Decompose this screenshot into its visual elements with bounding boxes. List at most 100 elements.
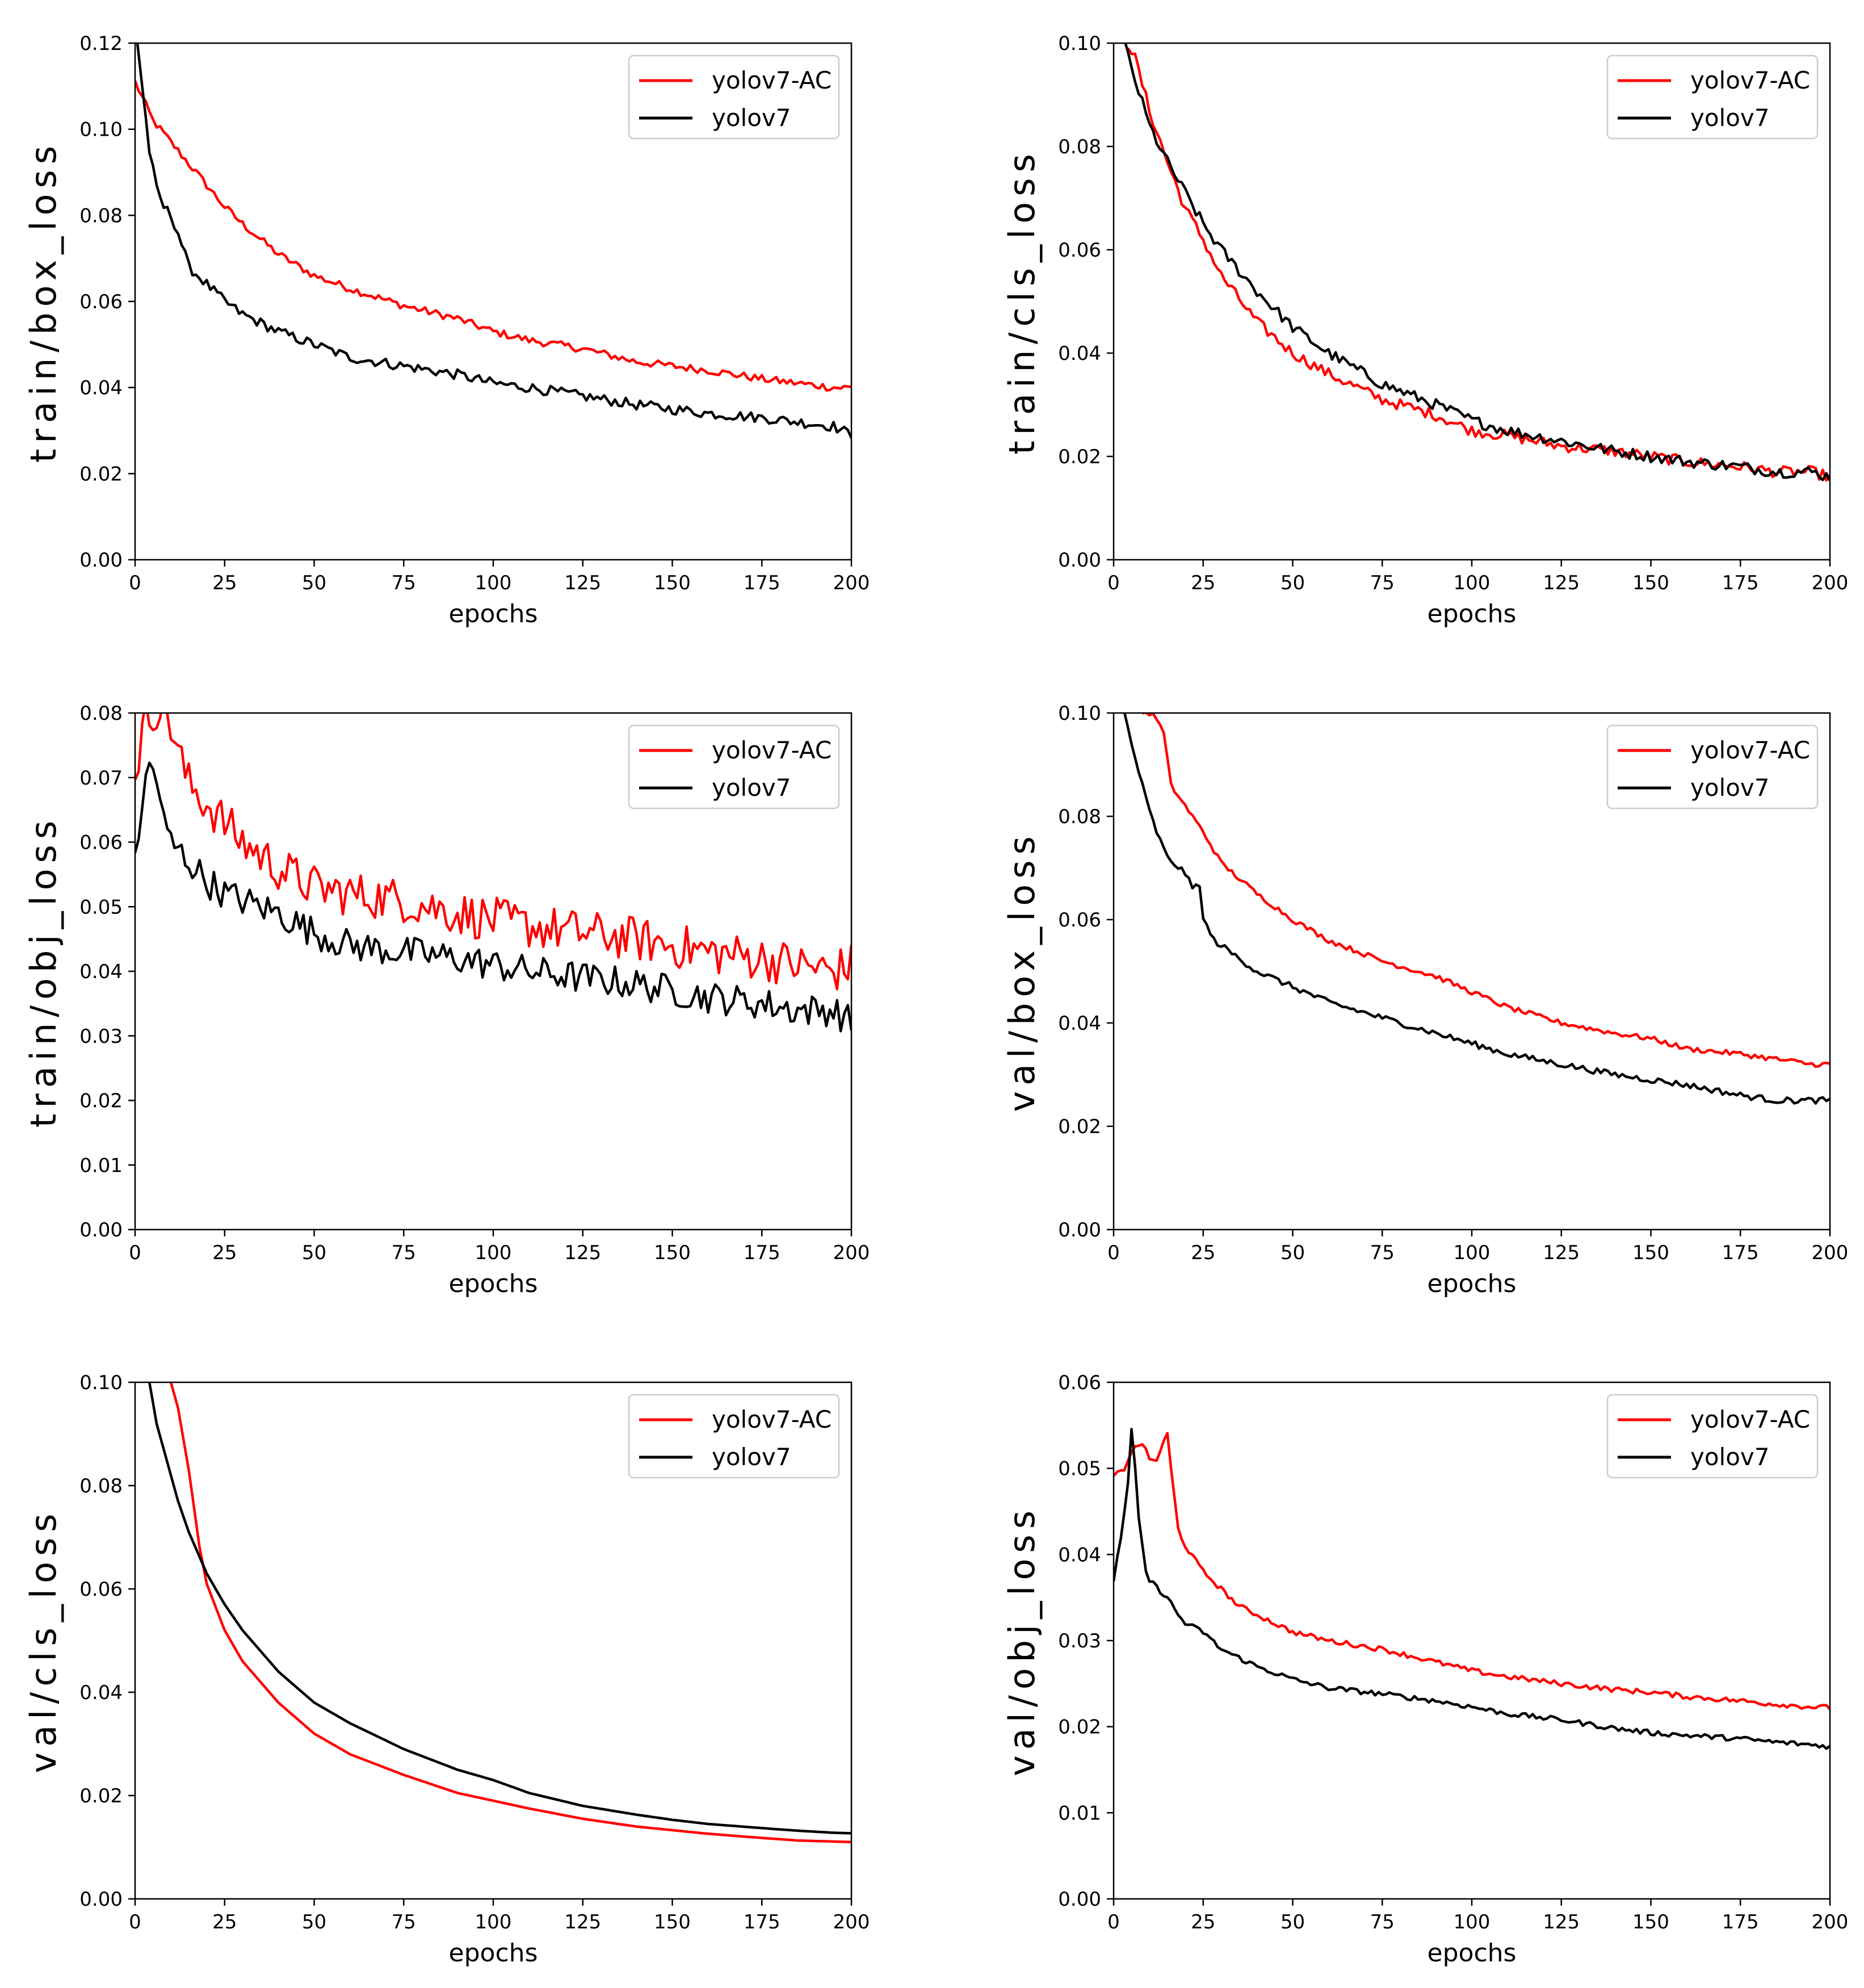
chart-train-cls-loss: 0 25 50 75 100 125 150 175 200 0.00 0.02 0.04 0.06 0.… [1001, 32, 1848, 628]
series-line-yolov7-ac [135, 713, 851, 991]
x-tick-label: 50 [302, 1242, 326, 1264]
chart-train-obj-loss: 0 25 50 75 100 125 150 175 200 0.00 0.01 0.02 0.03 0.… [23, 702, 870, 1298]
x-tick-label: 50 [302, 1911, 326, 1934]
y-tick-label: 0.12 [79, 32, 123, 55]
series-line-yolov7-ac [169, 1382, 851, 1844]
y-tick-label: 0.06 [79, 1578, 123, 1601]
y-tick-label: 0.08 [79, 1475, 123, 1498]
y-tick-label: 0.03 [79, 1025, 123, 1048]
y-axis-label: val/box_loss [1001, 831, 1043, 1112]
legend-label-yolov7: yolov7 [1690, 774, 1770, 802]
series-line-yolov7 [135, 761, 851, 1033]
legend-label-yolov7: yolov7 [712, 104, 791, 132]
x-tick-label: 125 [564, 1242, 601, 1264]
x-tick-label: 175 [1722, 572, 1759, 594]
x-tick-label: 75 [392, 572, 416, 594]
chart-val-obj-loss: 0 25 50 75 100 125 150 175 200 0.00 0.01 0.02 0.03 0.… [1001, 1372, 1848, 1968]
x-tick-label: 75 [392, 1242, 416, 1264]
legend: yolov7-AC yolov7 [628, 1394, 840, 1479]
x-tick-label: 25 [212, 1911, 237, 1934]
x-tick-label: 125 [564, 1911, 601, 1934]
legend-label-yolov7-ac: yolov7-AC [1690, 1406, 1810, 1433]
x-tick-label: 100 [1454, 1242, 1491, 1264]
chart-val-box-loss: 0 25 50 75 100 125 150 175 200 0.00 0.02 0.04 0.06 0.… [1001, 702, 1848, 1298]
legend-label-yolov7: yolov7 [1690, 104, 1770, 132]
legend-label-yolov7-ac: yolov7-AC [1690, 736, 1810, 764]
x-tick-label: 125 [564, 572, 601, 594]
legend: yolov7-AC yolov7 [628, 54, 840, 140]
x-tick-label: 200 [833, 1911, 870, 1934]
series-line-yolov7 [148, 1382, 851, 1835]
y-tick-label: 0.01 [79, 1154, 123, 1177]
x-tick-label: 0 [129, 1911, 141, 1934]
x-tick-label: 0 [1107, 1911, 1120, 1934]
x-axis-label: epochs [1428, 599, 1517, 628]
series-line-yolov7 [1114, 1428, 1830, 1750]
x-tick-label: 200 [1812, 572, 1849, 594]
y-tick-label: 0.05 [1058, 1458, 1101, 1480]
x-tick-label: 25 [212, 572, 237, 594]
series-line-yolov7-ac [1114, 1432, 1830, 1710]
x-tick-label: 125 [1543, 572, 1580, 594]
y-axis-label: train/cls_loss [1001, 148, 1043, 455]
series-line-yolov7 [136, 43, 851, 439]
y-tick-label: 0.04 [1058, 1012, 1101, 1035]
y-tick-label: 0.10 [79, 1372, 123, 1394]
chart-val-cls-loss: 0 25 50 75 100 125 150 175 200 0.00 0.02 0.04 0.06 0.… [23, 1372, 870, 1968]
legend-label-yolov7: yolov7 [712, 1443, 791, 1471]
y-tick-label: 0.04 [1058, 342, 1101, 365]
x-tick-label: 25 [1191, 572, 1215, 594]
x-tick-label: 100 [1454, 1911, 1491, 1934]
x-tick-label: 50 [1281, 1242, 1305, 1264]
x-axis-label: epochs [1428, 1269, 1517, 1298]
y-tick-label: 0.01 [1058, 1802, 1101, 1825]
y-axis-label: train/box_loss [23, 140, 64, 463]
x-tick-label: 100 [475, 1242, 512, 1264]
y-tick-label: 0.08 [79, 204, 123, 227]
legend-label-yolov7-ac: yolov7-AC [712, 66, 832, 94]
x-tick-label: 150 [654, 1911, 691, 1934]
legend-label-yolov7: yolov7 [1690, 1443, 1770, 1471]
x-tick-label: 125 [1543, 1911, 1580, 1934]
series-line-yolov7 [1124, 43, 1830, 481]
y-tick-label: 0.02 [1058, 1716, 1101, 1739]
legend-label-yolov7-ac: yolov7-AC [1690, 66, 1810, 94]
y-tick-label: 0.02 [79, 1785, 123, 1807]
chart-train-box-loss: 0 25 50 75 100 125 150 175 200 0.00 0.02 0.04 0.06 0.… [23, 32, 870, 628]
x-tick-label: 125 [1543, 1242, 1580, 1264]
y-tick-label: 0.10 [79, 119, 123, 141]
x-tick-label: 0 [1107, 572, 1120, 594]
x-tick-label: 50 [1281, 572, 1305, 594]
y-tick-label: 0.04 [79, 377, 123, 400]
x-tick-label: 175 [1722, 1242, 1759, 1264]
x-tick-label: 200 [1812, 1242, 1849, 1264]
y-tick-label: 0.05 [79, 896, 123, 918]
y-tick-label: 0.00 [79, 1888, 123, 1911]
x-tick-label: 0 [1107, 1242, 1120, 1264]
series-line-yolov7-ac [1127, 47, 1830, 482]
x-tick-label: 100 [475, 572, 512, 594]
y-tick-label: 0.06 [79, 291, 123, 313]
x-tick-label: 150 [654, 1242, 691, 1264]
x-axis-label: epochs [1428, 1939, 1517, 1968]
series-line-yolov7-ac [1142, 713, 1830, 1068]
x-tick-label: 0 [129, 1242, 141, 1264]
x-tick-label: 100 [1454, 572, 1491, 594]
x-tick-label: 150 [654, 572, 691, 594]
x-axis-label: epochs [449, 1269, 538, 1298]
y-tick-label: 0.00 [1058, 1888, 1101, 1911]
y-axis-label: val/obj_loss [1001, 1505, 1043, 1776]
y-tick-label: 0.00 [79, 1219, 123, 1242]
x-tick-label: 25 [1191, 1242, 1215, 1264]
y-tick-label: 0.04 [1058, 1544, 1101, 1566]
x-tick-label: 175 [744, 1911, 780, 1934]
x-tick-label: 200 [833, 572, 870, 594]
x-axis-label: epochs [449, 1939, 538, 1968]
y-tick-label: 0.00 [79, 549, 123, 572]
y-tick-label: 0.04 [79, 1681, 123, 1704]
x-tick-label: 200 [833, 1242, 870, 1264]
series-line-yolov7-ac [135, 80, 851, 392]
x-tick-label: 75 [1370, 1242, 1395, 1264]
x-tick-label: 50 [1281, 1911, 1305, 1934]
